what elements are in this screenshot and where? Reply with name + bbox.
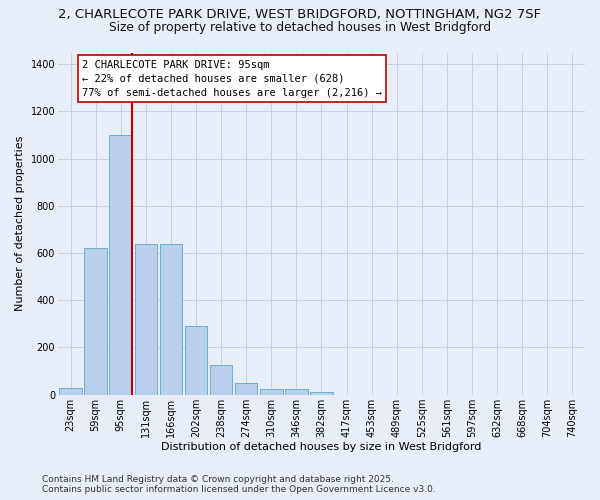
Bar [260, 389, 283, 394]
Bar [160, 244, 182, 394]
Y-axis label: Number of detached properties: Number of detached properties [15, 136, 25, 312]
Bar [210, 365, 232, 394]
Text: 2, CHARLECOTE PARK DRIVE, WEST BRIDGFORD, NOTTINGHAM, NG2 7SF: 2, CHARLECOTE PARK DRIVE, WEST BRIDGFORD… [58, 8, 542, 21]
Bar [285, 389, 308, 394]
Bar [134, 244, 157, 394]
Bar [59, 388, 82, 394]
Bar [109, 135, 132, 394]
Bar [185, 326, 207, 394]
Bar [85, 248, 107, 394]
X-axis label: Distribution of detached houses by size in West Bridgford: Distribution of detached houses by size … [161, 442, 482, 452]
Bar [235, 383, 257, 394]
Text: Contains HM Land Registry data © Crown copyright and database right 2025.
Contai: Contains HM Land Registry data © Crown c… [42, 474, 436, 494]
Text: 2 CHARLECOTE PARK DRIVE: 95sqm
← 22% of detached houses are smaller (628)
77% of: 2 CHARLECOTE PARK DRIVE: 95sqm ← 22% of … [82, 60, 382, 98]
Bar [310, 392, 333, 394]
Text: Size of property relative to detached houses in West Bridgford: Size of property relative to detached ho… [109, 21, 491, 34]
